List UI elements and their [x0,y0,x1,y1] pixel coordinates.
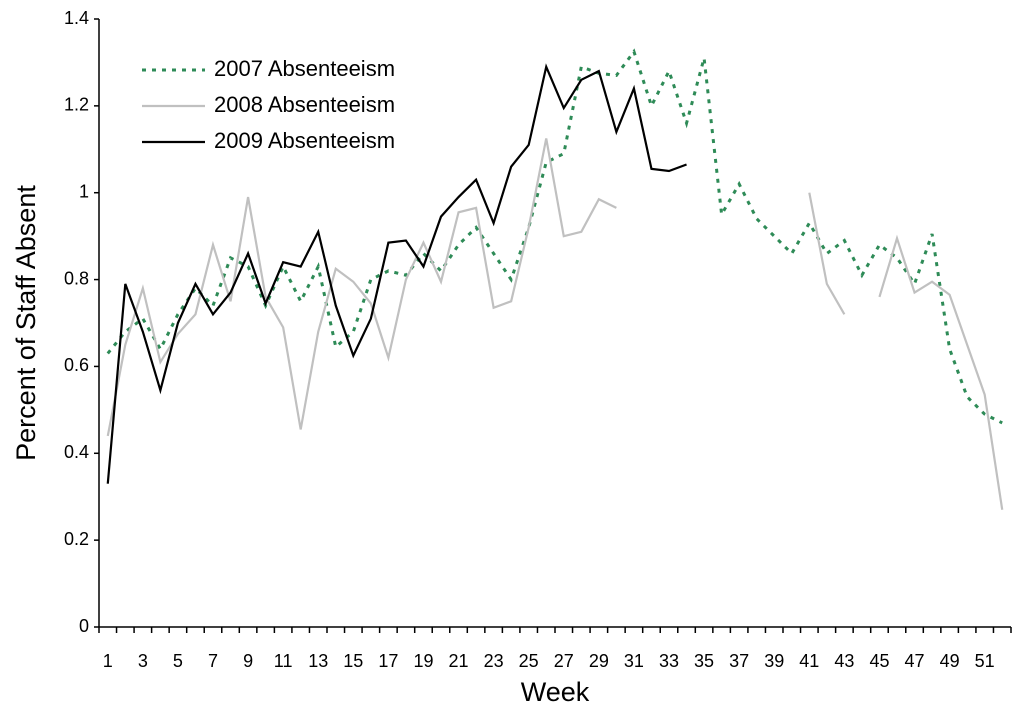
x-tick-label: 43 [834,651,854,671]
x-tick-label: 45 [869,651,889,671]
x-tick-label: 13 [308,651,328,671]
x-tick-label: 33 [659,651,679,671]
x-tick-label: 1 [103,651,113,671]
x-tick-label: 31 [624,651,644,671]
y-tick-label: 0.8 [64,268,89,288]
legend-label: 2007 Absenteeism [214,56,395,81]
x-tick-label: 5 [173,651,183,671]
x-tick-label: 17 [378,651,398,671]
x-tick-label: 3 [138,651,148,671]
y-tick-label: 1.2 [64,95,89,115]
x-axis-title: Week [521,677,590,707]
x-tick-label: 23 [484,651,504,671]
x-tick-label: 19 [413,651,433,671]
x-tick-label: 25 [519,651,539,671]
y-tick-label: 1 [79,181,89,201]
y-tick-label: 0 [79,616,89,636]
x-tick-label: 15 [343,651,363,671]
x-tick-label: 41 [799,651,819,671]
x-tick-label: 21 [449,651,469,671]
x-tick-label: 29 [589,651,609,671]
x-tick-label: 11 [274,651,293,671]
x-tick-label: 37 [729,651,749,671]
x-tick-label: 9 [243,651,253,671]
series-line [106,48,1003,425]
x-tick-label: 35 [694,651,714,671]
y-tick-label: 1.4 [64,8,89,28]
series-line [106,63,687,484]
legend-label: 2008 Absenteeism [214,92,395,117]
y-tick-label: 0.2 [64,529,89,549]
y-axis-title: Percent of Staff Absent [11,185,41,461]
x-tick-label: 47 [905,651,925,671]
legend-label: 2009 Absenteeism [214,128,395,153]
x-tick-label: 49 [940,651,960,671]
x-tick-label: 7 [208,651,218,671]
x-tick-label: 51 [975,651,995,671]
x-tick-label: 27 [554,651,574,671]
series-line [106,138,1004,510]
y-tick-label: 0.6 [64,355,89,375]
y-tick-label: 0.4 [64,442,89,462]
x-tick-label: 39 [764,651,784,671]
